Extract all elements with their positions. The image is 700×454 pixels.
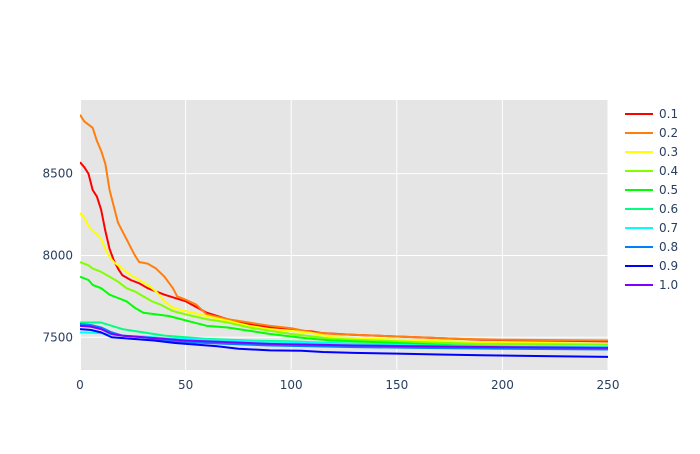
- legend-label: 0.6: [659, 202, 678, 216]
- x-axis-ticks: 0 50 100 150 200 250: [76, 378, 619, 392]
- y-tick-label: 8000: [42, 248, 73, 262]
- legend-item-0.2[interactable]: 0.2: [625, 126, 678, 140]
- legend-item-0.1[interactable]: 0.1: [625, 107, 678, 121]
- legend-item-1.0[interactable]: 1.0: [625, 278, 678, 292]
- series-line-0.9: [80, 328, 608, 358]
- y-tick-label: 7500: [42, 330, 73, 344]
- x-tick-label: 150: [385, 378, 408, 392]
- x-tick-label: 250: [597, 378, 620, 392]
- legend-item-0.5[interactable]: 0.5: [625, 183, 678, 197]
- legend[interactable]: 0.1 0.2 0.3 0.4 0.5 0.6 0.7 0.8 0.9 1.0: [625, 107, 678, 292]
- series-line-0.4: [80, 261, 608, 346]
- legend-label: 0.7: [659, 221, 678, 235]
- x-tick-label: 50: [178, 378, 193, 392]
- legend-label: 1.0: [659, 278, 678, 292]
- x-tick-label: 100: [280, 378, 303, 392]
- legend-item-0.3[interactable]: 0.3: [625, 145, 678, 159]
- legend-label: 0.8: [659, 240, 678, 254]
- legend-item-0.8[interactable]: 0.8: [625, 240, 678, 254]
- series-line-1.0: [80, 324, 608, 349]
- series-line-0.2: [80, 114, 608, 342]
- series-lines: [80, 114, 608, 358]
- legend-label: 0.9: [659, 259, 678, 273]
- y-tick-label: 8500: [42, 167, 73, 181]
- series-line-0.3: [80, 212, 608, 345]
- y-axis-ticks: 7500 8000 8500: [42, 167, 73, 345]
- legend-item-0.9[interactable]: 0.9: [625, 259, 678, 273]
- series-line-0.8: [80, 323, 608, 351]
- legend-label: 0.2: [659, 126, 678, 140]
- legend-item-0.7[interactable]: 0.7: [625, 221, 678, 235]
- x-tick-label: 200: [491, 378, 514, 392]
- legend-label: 0.4: [659, 164, 678, 178]
- legend-item-0.6[interactable]: 0.6: [625, 202, 678, 216]
- legend-label: 0.3: [659, 145, 678, 159]
- legend-label: 0.1: [659, 107, 678, 121]
- plot-background: [80, 100, 608, 370]
- x-tick-label: 0: [76, 378, 84, 392]
- legend-item-0.4[interactable]: 0.4: [625, 164, 678, 178]
- series-line-0.5: [80, 275, 608, 349]
- legend-label: 0.5: [659, 183, 678, 197]
